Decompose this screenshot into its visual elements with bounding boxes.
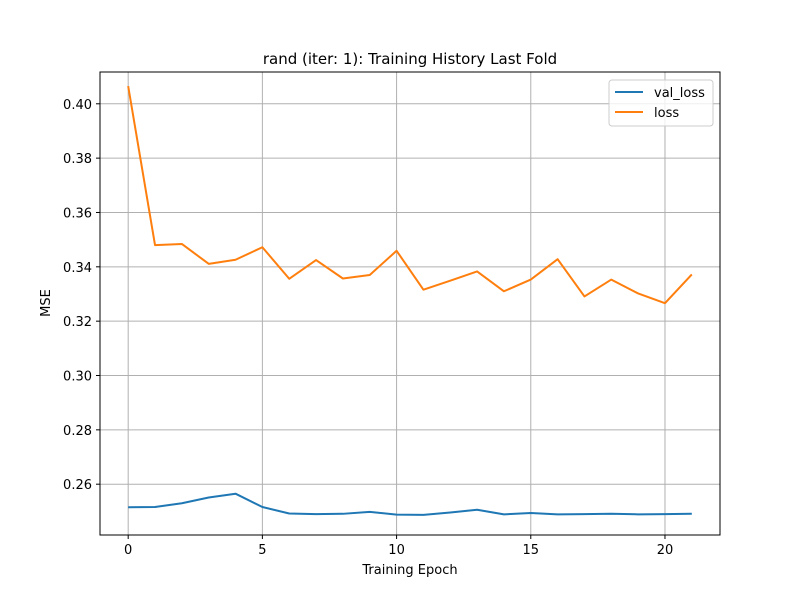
y-axis-label: MSE xyxy=(39,289,54,317)
plot-frame xyxy=(99,71,721,536)
y-tick-label: 0.34 xyxy=(63,261,92,276)
y-tick-label: 0.40 xyxy=(63,98,92,113)
y-axis-ticks: 0.26 0.28 0.30 0.32 0.34 0.36 0.38 0.40 xyxy=(63,98,100,493)
y-tick-label: 0.38 xyxy=(63,152,92,167)
legend: val_loss loss xyxy=(608,79,714,127)
y-tick-label: 0.36 xyxy=(63,206,92,221)
x-axis-ticks: 0 5 10 15 20 xyxy=(124,535,673,558)
x-tick-label: 10 xyxy=(388,543,405,558)
x-tick-label: 15 xyxy=(523,543,540,558)
y-tick-label: 0.30 xyxy=(63,370,92,385)
grid xyxy=(100,72,720,535)
chart-title: rand (iter: 1): Training History Last Fo… xyxy=(263,50,557,68)
legend-label-loss: loss xyxy=(654,106,679,121)
x-axis-label: Training Epoch xyxy=(361,563,457,578)
series-line-loss xyxy=(127,85,693,305)
x-tick-label: 5 xyxy=(258,543,266,558)
y-tick-label: 0.26 xyxy=(63,478,92,493)
x-tick-label: 0 xyxy=(124,543,132,558)
y-tick-label: 0.28 xyxy=(63,424,92,439)
series-line-val-loss xyxy=(128,492,692,516)
y-tick-label: 0.32 xyxy=(63,315,92,330)
x-tick-label: 20 xyxy=(657,543,674,558)
series-layer xyxy=(127,85,693,516)
legend-label-val-loss: val_loss xyxy=(654,86,705,101)
